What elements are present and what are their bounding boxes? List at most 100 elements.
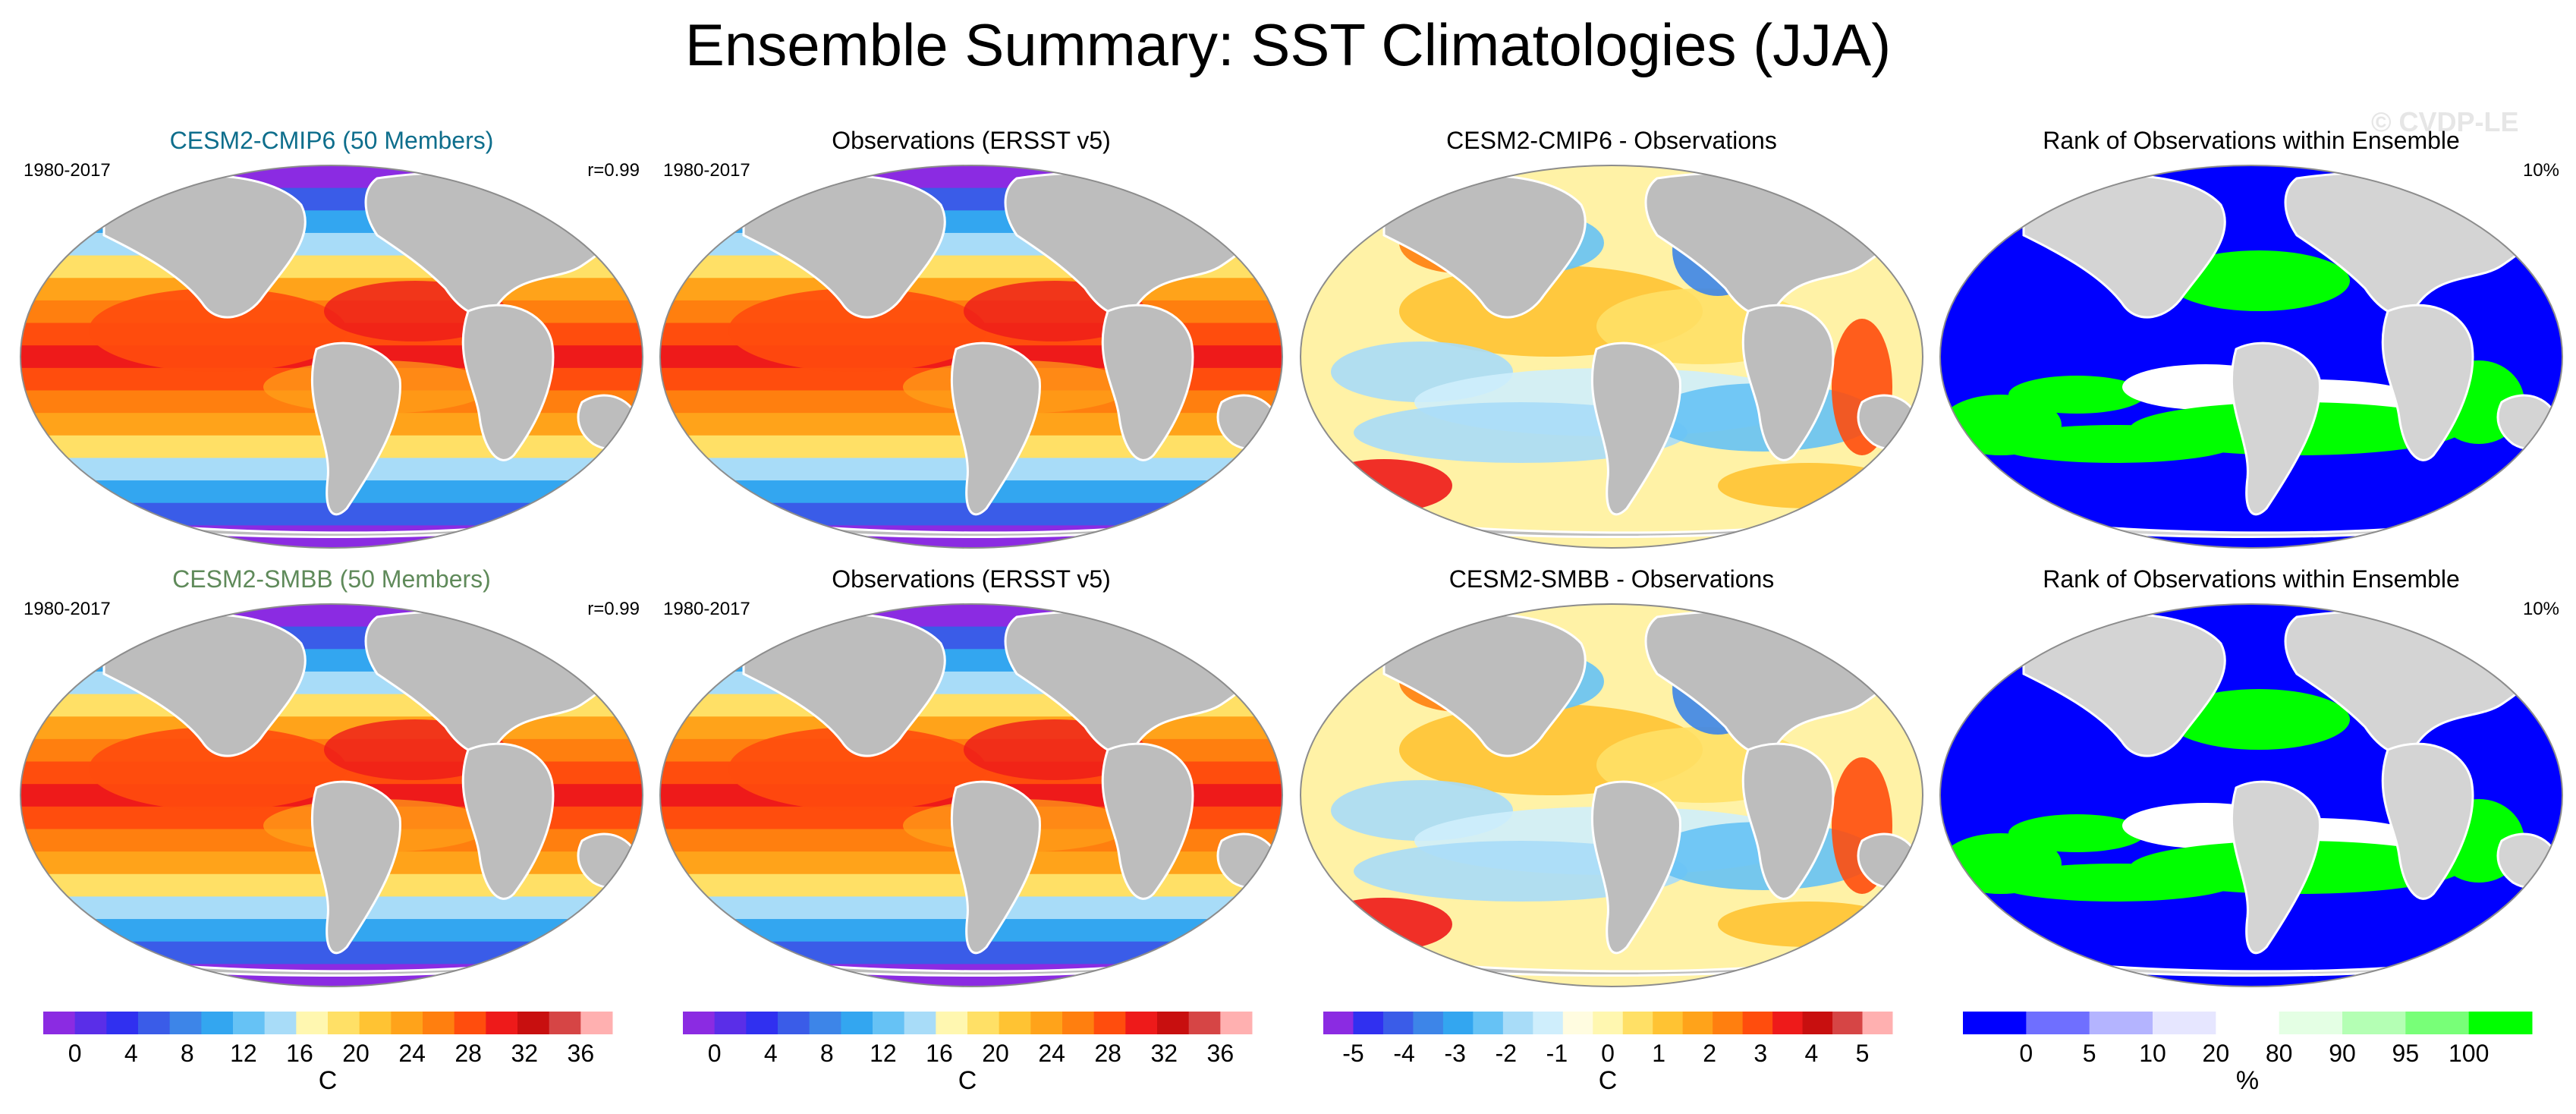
colorbar-unit-label: C — [319, 1066, 338, 1095]
land-mass — [1741, 742, 1835, 900]
land-mass — [1382, 174, 1587, 319]
land-mass — [461, 742, 555, 900]
colorbar: 0 4 8 12 16 20 24 28 32 36 C — [43, 1012, 613, 1095]
colorbar-tick-label: 4 — [124, 1040, 138, 1067]
colorbar-swatch — [359, 1012, 392, 1034]
colorbar-tick-label: 1 — [1652, 1040, 1665, 1067]
colorbar-swatch — [2468, 1012, 2533, 1034]
colorbar-unit-label: C — [1599, 1066, 1618, 1095]
map-outline — [1300, 603, 1923, 987]
panel-title: CESM2-CMIP6 - Observations — [1446, 127, 1777, 154]
land-mass — [1590, 341, 1681, 516]
panel-stat: 10% — [2523, 160, 2559, 181]
map-panel — [20, 165, 643, 549]
colorbar-swatch — [2279, 1012, 2343, 1034]
map-panel — [1300, 165, 1923, 549]
colorbar-swatch — [1473, 1012, 1504, 1034]
colorbar-swatch — [2153, 1012, 2216, 1034]
colorbar-tick-label: -5 — [1342, 1040, 1363, 1067]
colorbar-tick-label: -2 — [1496, 1040, 1517, 1067]
colorbar-swatch — [1622, 1012, 1653, 1034]
map-panel — [20, 603, 643, 987]
panel-stat: r=0.99 — [587, 160, 640, 181]
colorbar-swatch — [778, 1012, 810, 1034]
colorbar-tick-label: -1 — [1546, 1040, 1568, 1067]
land-mass — [2022, 612, 2226, 757]
colorbar-swatch — [264, 1012, 297, 1034]
colorbar-unit-label: % — [2236, 1066, 2259, 1095]
land-mass — [2230, 341, 2321, 516]
colorbar-swatch — [1533, 1012, 1564, 1034]
colorbar-tick-label: 28 — [1094, 1040, 1121, 1067]
land-mass — [950, 780, 1041, 955]
colorbar-swatch — [169, 1012, 202, 1034]
colorbar-tick-label: 8 — [820, 1040, 834, 1067]
colorbar-swatch — [233, 1012, 266, 1034]
colorbar-swatch — [1713, 1012, 1744, 1034]
map-outline — [1939, 603, 2563, 987]
colorbar-swatch — [328, 1012, 360, 1034]
map-outline — [20, 603, 643, 987]
colorbar-swatch — [1682, 1012, 1713, 1034]
colorbar-swatch — [1382, 1012, 1414, 1034]
colorbar-swatch — [1188, 1012, 1221, 1034]
colorbar-swatch — [1832, 1012, 1864, 1034]
panel-title: Observations (ERSST v5) — [832, 565, 1111, 593]
colorbar-tick-label: -3 — [1444, 1040, 1465, 1067]
colorbar-swatch — [74, 1012, 107, 1034]
map-outline — [20, 165, 643, 549]
land-mass — [742, 612, 946, 757]
colorbar-swatch — [1030, 1012, 1063, 1034]
colorbar-tick-label: 32 — [1150, 1040, 1178, 1067]
map-panel — [1939, 165, 2563, 549]
land-mass — [1101, 304, 1194, 461]
panel-period: 1980-2017 — [24, 599, 111, 619]
colorbar-swatch — [1157, 1012, 1190, 1034]
panel-title: CESM2-SMBB - Observations — [1449, 565, 1775, 593]
colorbar-swatch — [1802, 1012, 1833, 1034]
colorbar-unit-label: C — [958, 1066, 977, 1095]
land-mass — [2230, 780, 2321, 955]
colorbar-swatch — [1772, 1012, 1804, 1034]
colorbar-swatch — [1963, 1012, 2027, 1034]
colorbar-tick-label: 100 — [2449, 1040, 2489, 1067]
colorbar: -5 -4 -3 -2 -1 0 1 2 3 4 5 C — [1323, 1012, 1893, 1095]
land-mass — [310, 780, 401, 955]
colorbar-swatch — [2026, 1012, 2090, 1034]
colorbar-tick-label: 12 — [230, 1040, 257, 1067]
land-mass — [461, 304, 555, 461]
colorbar-swatch — [2342, 1012, 2406, 1034]
colorbar-swatch — [1502, 1012, 1533, 1034]
colorbar-swatch — [841, 1012, 873, 1034]
colorbar-swatch — [714, 1012, 747, 1034]
colorbar-swatch — [201, 1012, 234, 1034]
colorbar-swatch — [1353, 1012, 1384, 1034]
colorbar-swatch — [43, 1012, 76, 1034]
map-panel — [659, 165, 1283, 549]
land-mass — [102, 612, 307, 757]
colorbar-swatch — [2216, 1012, 2280, 1034]
land-mass — [102, 174, 307, 319]
map-outline — [1939, 165, 2563, 549]
colorbar-swatch — [580, 1012, 613, 1034]
colorbar-tick-label: 0 — [708, 1040, 722, 1067]
panel-title: CESM2-CMIP6 (50 Members) — [170, 127, 494, 154]
colorbar-tick-label: 80 — [2266, 1040, 2293, 1067]
land-mass — [310, 341, 401, 516]
colorbar-swatch — [967, 1012, 1000, 1034]
colorbar-tick-label: 4 — [1805, 1040, 1819, 1067]
colorbar-tick-label: 90 — [2329, 1040, 2356, 1067]
land-mass — [1741, 304, 1835, 461]
colorbar-tick-label: 10 — [2139, 1040, 2166, 1067]
colorbar-tick-label: 36 — [568, 1040, 595, 1067]
colorbar-tick-label: 36 — [1207, 1040, 1235, 1067]
colorbar-tick-label: 8 — [181, 1040, 194, 1067]
colorbar-swatch — [517, 1012, 550, 1034]
colorbar-tick-label: -4 — [1393, 1040, 1414, 1067]
colorbar-swatch — [2405, 1012, 2470, 1034]
colorbar-swatch — [486, 1012, 518, 1034]
map-panel — [659, 603, 1283, 987]
land-mass — [2381, 742, 2474, 900]
map-panel — [1939, 603, 2563, 987]
colorbar-swatch — [138, 1012, 171, 1034]
